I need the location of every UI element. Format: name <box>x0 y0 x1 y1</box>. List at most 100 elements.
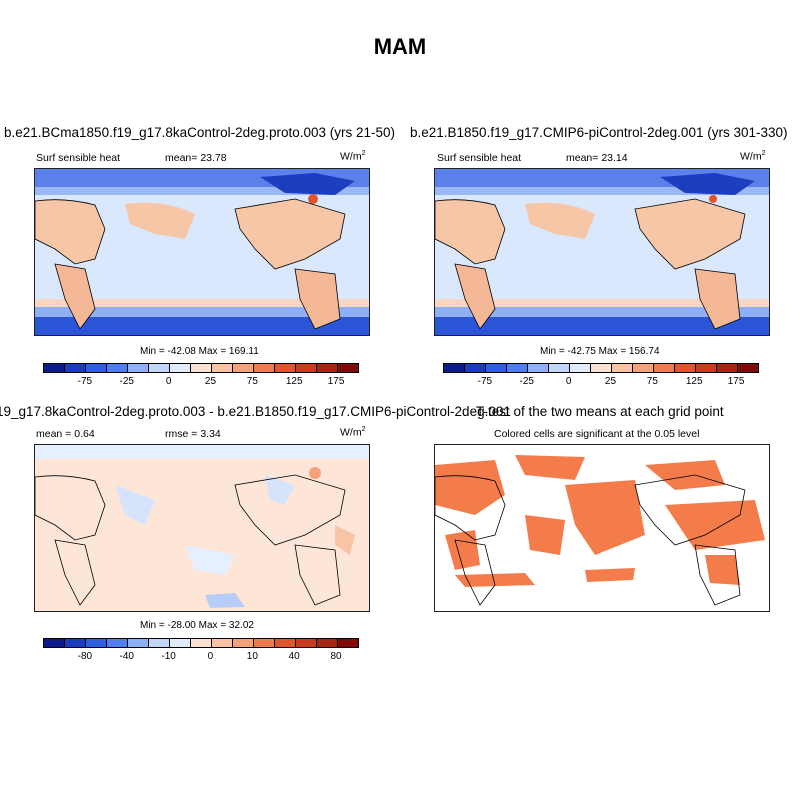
colorbar-swatch <box>86 364 107 372</box>
colorbar-swatch <box>149 364 170 372</box>
colorbar-swatch <box>654 364 675 372</box>
panel2-colorbar <box>443 363 759 373</box>
colorbar-swatch <box>212 639 233 647</box>
colorbar-tick-label: 175 <box>727 376 745 387</box>
panel4-title: T-test of the two means at each grid poi… <box>476 404 724 419</box>
colorbar-swatch <box>317 364 338 372</box>
panel4-subtitle: Colored cells are significant at the 0.0… <box>494 428 700 440</box>
colorbar-swatch <box>149 639 170 647</box>
colorbar-swatch <box>444 364 465 372</box>
panel3-mean-value: 0.64 <box>74 428 95 440</box>
colorbar-swatch <box>465 364 486 372</box>
colorbar-swatch <box>44 639 65 647</box>
panel2-units-exp: 2 <box>761 150 766 157</box>
colorbar-tick-label: 0 <box>565 376 572 387</box>
colorbar-swatch <box>275 364 296 372</box>
colorbar-tick-label: 75 <box>646 376 658 387</box>
colorbar-tick-label: -75 <box>477 376 493 387</box>
colorbar-swatch <box>275 639 296 647</box>
panel3-map <box>34 444 370 612</box>
panel1-mean-label: mean= <box>165 152 198 164</box>
panel1-variable: Surf sensible heat <box>36 152 121 164</box>
page-title: MAM <box>373 34 427 59</box>
panel3-units-exp: 2 <box>361 426 366 433</box>
colorbar-swatch <box>65 639 86 647</box>
colorbar-swatch <box>191 364 212 372</box>
panel3-map-svg <box>35 445 369 611</box>
colorbar-swatch <box>570 364 591 372</box>
colorbar-swatch <box>738 364 758 372</box>
colorbar-tick-label: 0 <box>165 376 172 387</box>
colorbar-tick-label: 40 <box>288 651 300 662</box>
colorbar-swatch <box>486 364 507 372</box>
colorbar-tick-label: -75 <box>77 376 93 387</box>
colorbar-tick-label: -25 <box>119 376 134 387</box>
colorbar-swatch <box>128 364 149 372</box>
panel3-rmse: rmse = 3.34 <box>165 428 221 440</box>
panel3-title: 19_g17.8kaControl-2deg.proto.003 - b.e21… <box>0 404 511 419</box>
colorbar-tick-label: -25 <box>519 376 534 387</box>
colorbar-tick-label: 25 <box>604 376 617 387</box>
colorbar-swatch <box>338 639 358 647</box>
panel4-map-svg <box>435 445 769 611</box>
colorbar-swatch <box>296 364 317 372</box>
panel3-rmse-value: 3.34 <box>200 428 221 440</box>
colorbar-tick-label: -80 <box>77 651 93 662</box>
colorbar-swatch <box>191 639 212 647</box>
panel2-map-svg <box>435 169 769 335</box>
panel1-map-svg <box>35 169 369 335</box>
colorbar-swatch <box>233 639 254 647</box>
colorbar-tick-label: 125 <box>685 376 703 387</box>
colorbar-swatch <box>612 364 633 372</box>
colorbar-swatch <box>591 364 612 372</box>
panel1-mean: mean= 23.78 <box>165 152 227 164</box>
colorbar-swatch <box>233 364 254 372</box>
panel2-mean-label: mean= <box>566 152 599 164</box>
colorbar-swatch <box>507 364 528 372</box>
colorbar-swatch <box>86 639 107 647</box>
colorbar-swatch <box>254 639 275 647</box>
colorbar-swatch <box>128 639 149 647</box>
panel2-title: b.e21.B1850.f19_g17.CMIP6-piControl-2deg… <box>410 125 788 140</box>
colorbar-swatch <box>696 364 717 372</box>
colorbar-swatch <box>338 364 358 372</box>
colorbar-tick-label: -10 <box>161 651 176 662</box>
panel3-colorbar <box>43 638 359 648</box>
panel3-mean: mean = 0.64 <box>36 428 95 440</box>
panel2-map <box>434 168 770 336</box>
colorbar-swatch <box>107 639 128 647</box>
panel3-units-base: W/m <box>340 426 362 439</box>
panel3-rmse-label: rmse = <box>165 428 198 440</box>
panel2-units: W/m2 <box>740 150 765 163</box>
panel1-units-base: W/m <box>340 150 362 163</box>
panel1-units: W/m2 <box>340 150 365 163</box>
panel2-mean-value: 23.14 <box>601 152 628 164</box>
panel1-mean-value: 23.78 <box>200 152 227 164</box>
colorbar-tick-label: 25 <box>204 376 217 387</box>
panel3-units: W/m2 <box>340 426 365 439</box>
panel2-minmax: Min = -42.75 Max = 156.74 <box>540 346 660 357</box>
colorbar-swatch <box>254 364 275 372</box>
panel2-mean: mean= 23.14 <box>566 152 628 164</box>
colorbar-swatch <box>717 364 738 372</box>
colorbar-swatch <box>675 364 696 372</box>
panel3-mean-label: mean = <box>36 428 72 440</box>
panel4-map <box>434 444 770 612</box>
panel1-title: b.e21.BCma1850.f19_g17.8kaControl-2deg.p… <box>4 125 395 140</box>
colorbar-tick-label: -40 <box>119 651 134 662</box>
colorbar-swatch <box>170 639 191 647</box>
colorbar-swatch <box>528 364 549 372</box>
colorbar-tick-label: 80 <box>330 651 342 662</box>
colorbar-swatch <box>549 364 570 372</box>
panel3-minmax: Min = -28.00 Max = 32.02 <box>140 620 254 631</box>
colorbar-tick-label: 125 <box>285 376 303 387</box>
panel2-units-base: W/m <box>740 150 762 163</box>
colorbar-swatch <box>65 364 86 372</box>
colorbar-tick-label: 0 <box>207 651 214 662</box>
panel1-minmax: Min = -42.08 Max = 169.11 <box>140 346 259 357</box>
colorbar-swatch <box>170 364 191 372</box>
colorbar-swatch <box>633 364 654 372</box>
colorbar-tick-label: 10 <box>246 651 258 662</box>
colorbar-swatch <box>107 364 128 372</box>
panel2-variable: Surf sensible heat <box>437 152 522 164</box>
